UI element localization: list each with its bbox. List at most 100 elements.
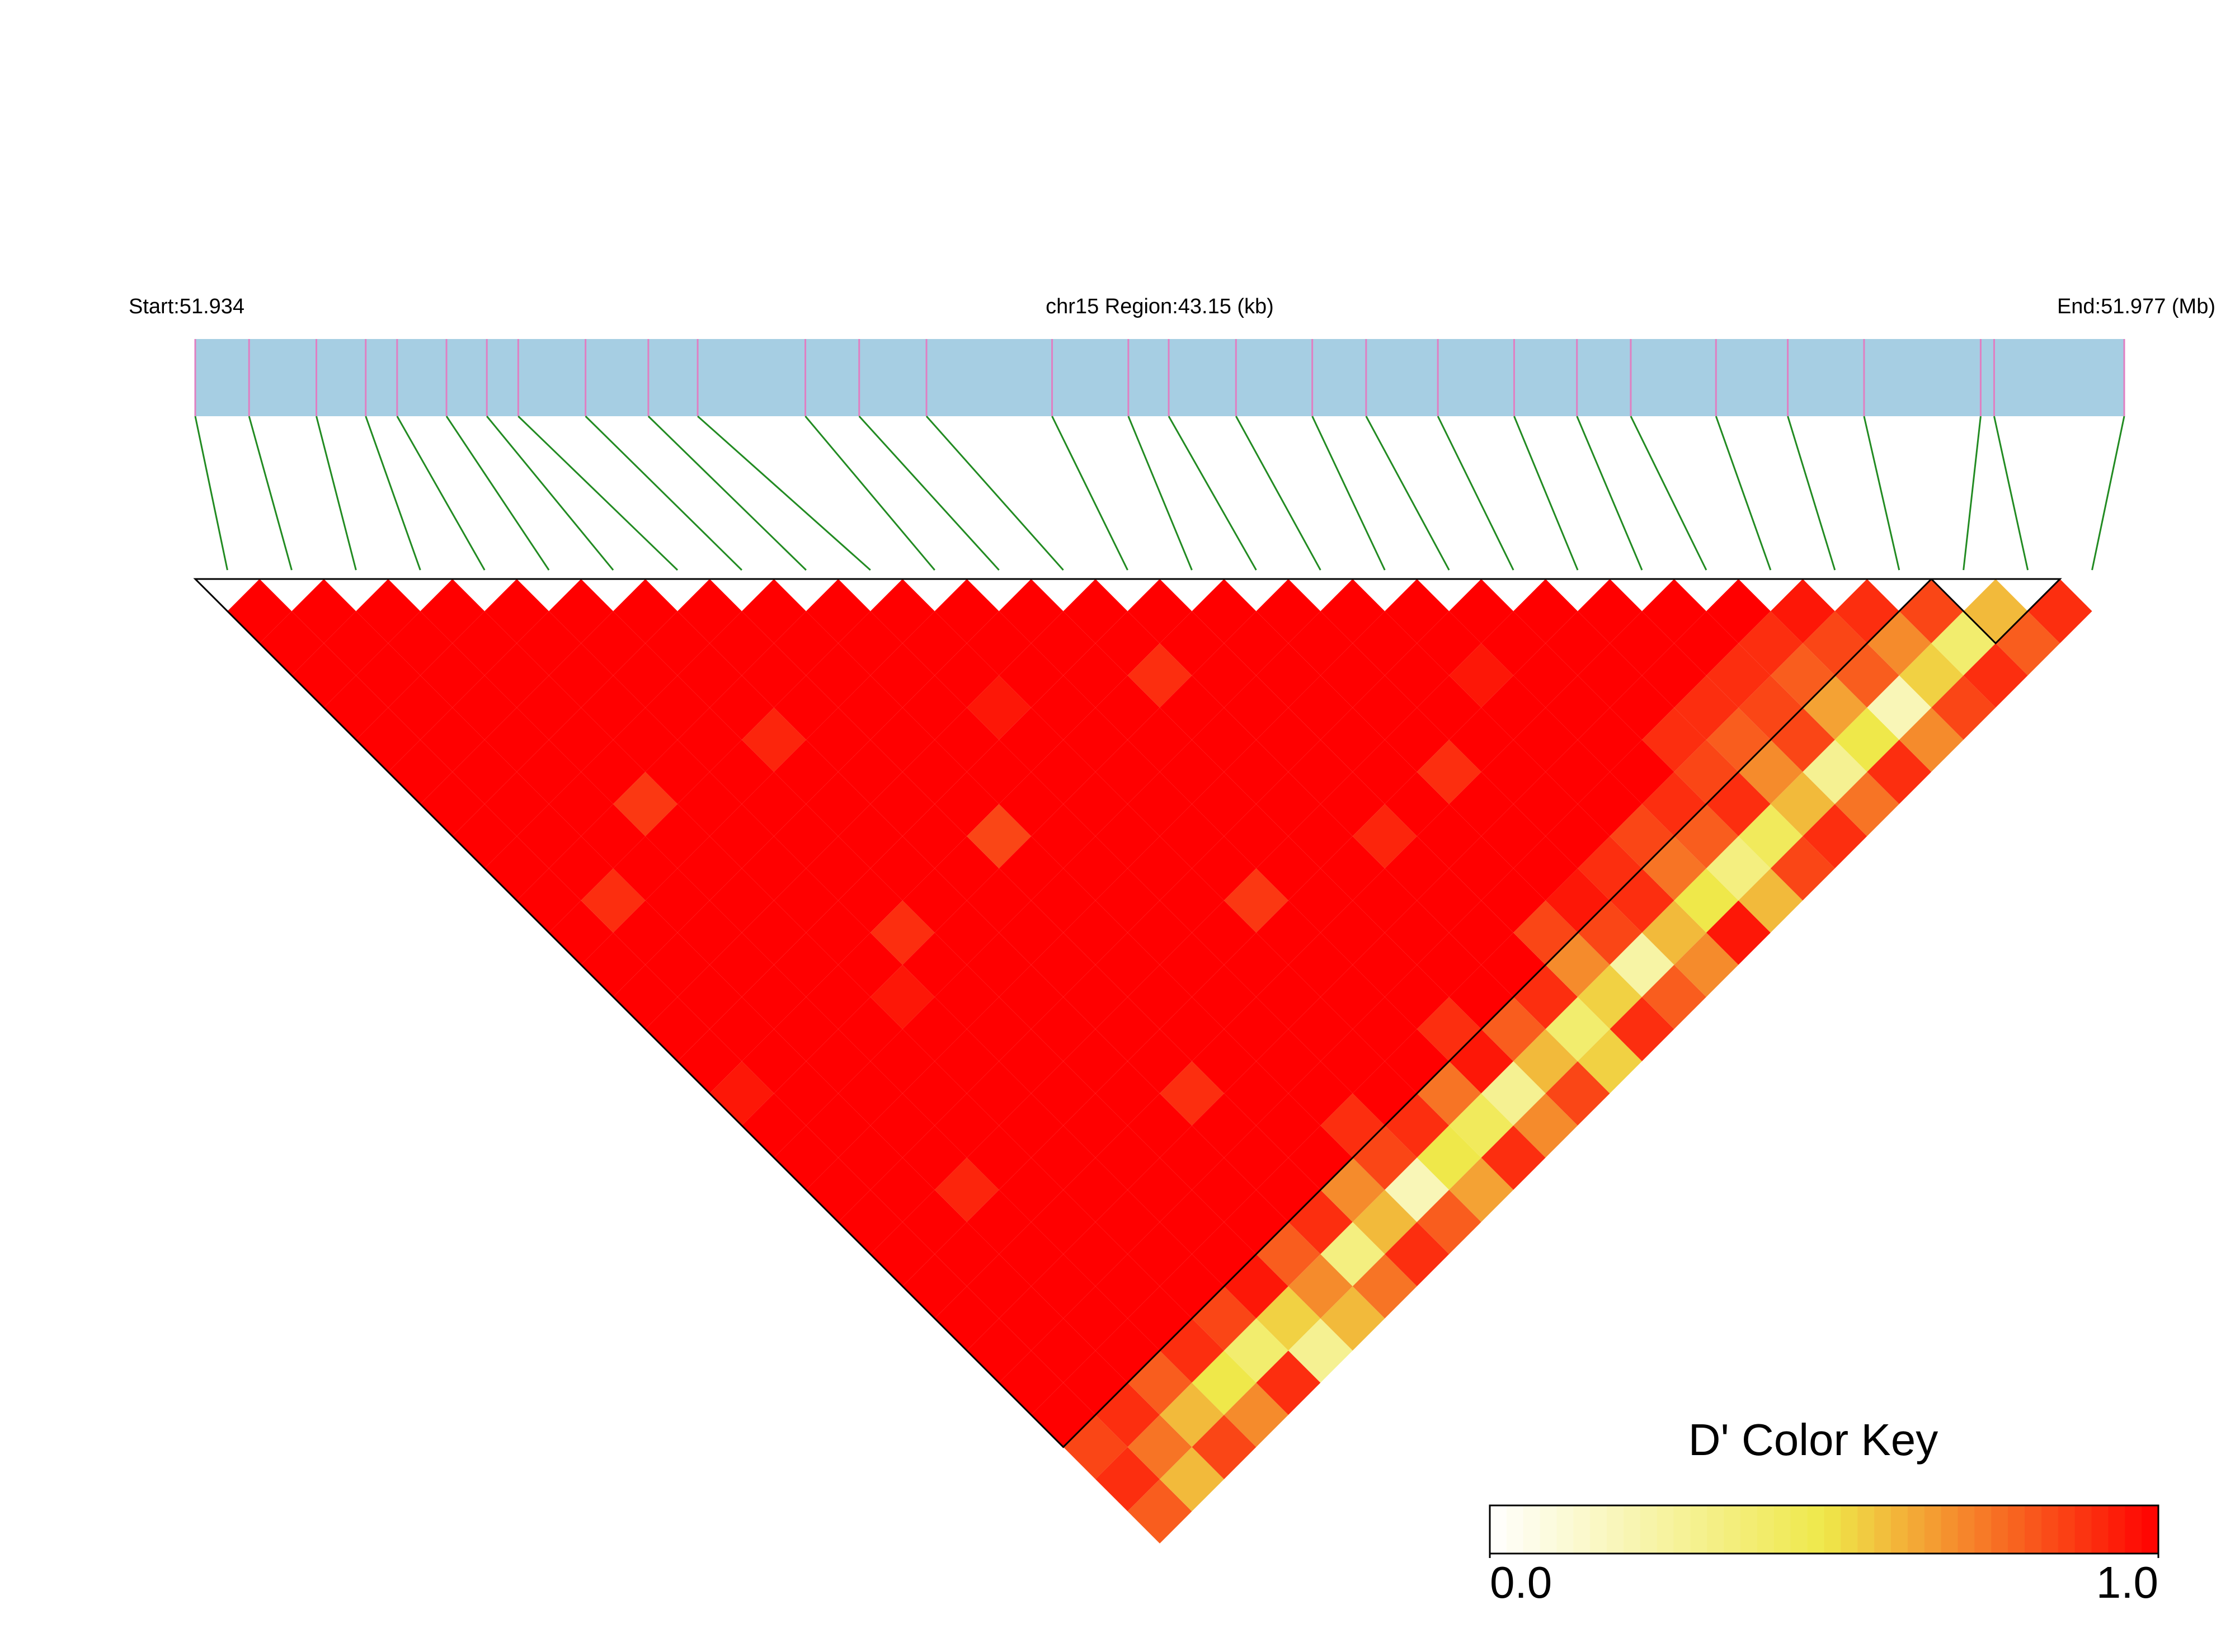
ld-cell [1578,771,1642,836]
ld-cell [1578,579,1642,643]
snp-connector [1365,416,1450,571]
ld-cell [1545,740,1610,804]
ld-cell [1127,1029,1192,1094]
ld-cell [1352,611,1417,676]
ld-cell [774,675,839,740]
snp-connector [1311,416,1386,571]
ld-cell [1642,900,1706,965]
ld-cell [838,740,903,804]
end-label: End:51.977 (Mb) [2057,295,2215,318]
ld-cell [1031,1254,1096,1319]
ld-cell [999,1222,1064,1287]
snp-connector [1993,416,2029,571]
snp-connector [396,416,486,571]
ld-cell [1352,1254,1417,1319]
ld-cell [1803,740,1867,804]
ld-cell [1160,868,1224,933]
ld-cell [516,804,581,869]
ld-cell [1192,1029,1257,1094]
color-key-step [1690,1505,1708,1554]
ld-cell [1031,868,1096,933]
ld-cell [967,1189,1032,1254]
ld-cell [709,740,774,804]
color-key-step [1673,1505,1691,1554]
ld-cell [1192,1350,1257,1415]
snp-connector [697,415,871,571]
color-key-step [1740,1505,1758,1554]
ld-cell [1320,1029,1385,1094]
ld-cell [709,804,774,869]
ld-cell [549,836,614,901]
ld-cell [1031,1125,1096,1190]
ld-cell [1449,643,1514,708]
ld-cell [1256,579,1321,643]
ld-cell [1610,868,1674,933]
ld-cell [774,611,839,676]
ld-cell [516,611,581,676]
color-key-step [1724,1505,1742,1554]
ld-cell [870,579,935,643]
ld-cell [1674,611,1739,676]
snp-connector [585,415,742,571]
ld-cell [1192,1157,1257,1222]
ld-cell [581,675,646,740]
ld-cell [1256,1029,1321,1094]
ld-cell [1513,579,1578,643]
ld-cell [1513,1093,1578,1158]
ld-cell [1931,675,1996,740]
snp-connector [365,416,421,571]
ld-cell [1610,740,1674,804]
ld-cell [1449,836,1514,901]
ld-cell [1770,836,1835,901]
ld-cell [934,1029,999,1094]
snp-connector [1715,416,1772,571]
ld-cell [1610,675,1674,740]
ld-cell [1352,997,1417,1061]
ld-cell [1385,1222,1450,1287]
color-key-title: D' Color Key [1688,1415,1938,1465]
ld-cell [1513,964,1578,1029]
ld-cell [1160,933,1224,997]
ld-cell [1610,997,1674,1061]
ld-cell [1674,868,1739,933]
ld-cell [1513,643,1578,708]
ld-cell [1449,771,1514,836]
ld-cell [806,707,871,772]
snp-connector [1513,416,1579,571]
ld-cell [1385,707,1450,772]
ld-cell [420,707,485,772]
ld-cell [452,611,517,676]
ld-cell [1127,1350,1192,1415]
ld-cell [1160,1447,1224,1512]
ld-cell [1481,868,1546,933]
ld-cell [1674,933,1739,997]
ld-cell [1095,1254,1160,1319]
ld-cell [902,740,967,804]
ld-cell [1256,771,1321,836]
ld-cell [967,868,1032,933]
ld-cell [1127,900,1192,965]
ld-cell [1545,1061,1610,1126]
ld-cell [1513,707,1578,772]
color-key-step [1824,1505,1842,1554]
ld-cell [838,1189,903,1254]
ld-cell [870,1029,935,1094]
color-key-step [1907,1505,1925,1554]
ld-cell [1095,1061,1160,1126]
color-key-step [2074,1505,2092,1554]
color-key-step [1958,1505,1975,1554]
snp-connector [248,416,293,571]
ld-cell [484,836,549,901]
color-key-step [1556,1505,1574,1554]
ld-cell [1192,900,1257,965]
ld-cell [999,964,1064,1029]
ld-cell [1513,771,1578,836]
ld-cell [1803,675,1867,740]
ld-cell [774,1125,839,1190]
ld-cell [1803,804,1867,869]
ld-cell [999,771,1064,836]
ld-cell [1256,707,1321,772]
color-key-tick-label: 1.0 [2096,1557,2158,1607]
ld-cell [967,1061,1032,1126]
ld-cell [1834,771,1899,836]
